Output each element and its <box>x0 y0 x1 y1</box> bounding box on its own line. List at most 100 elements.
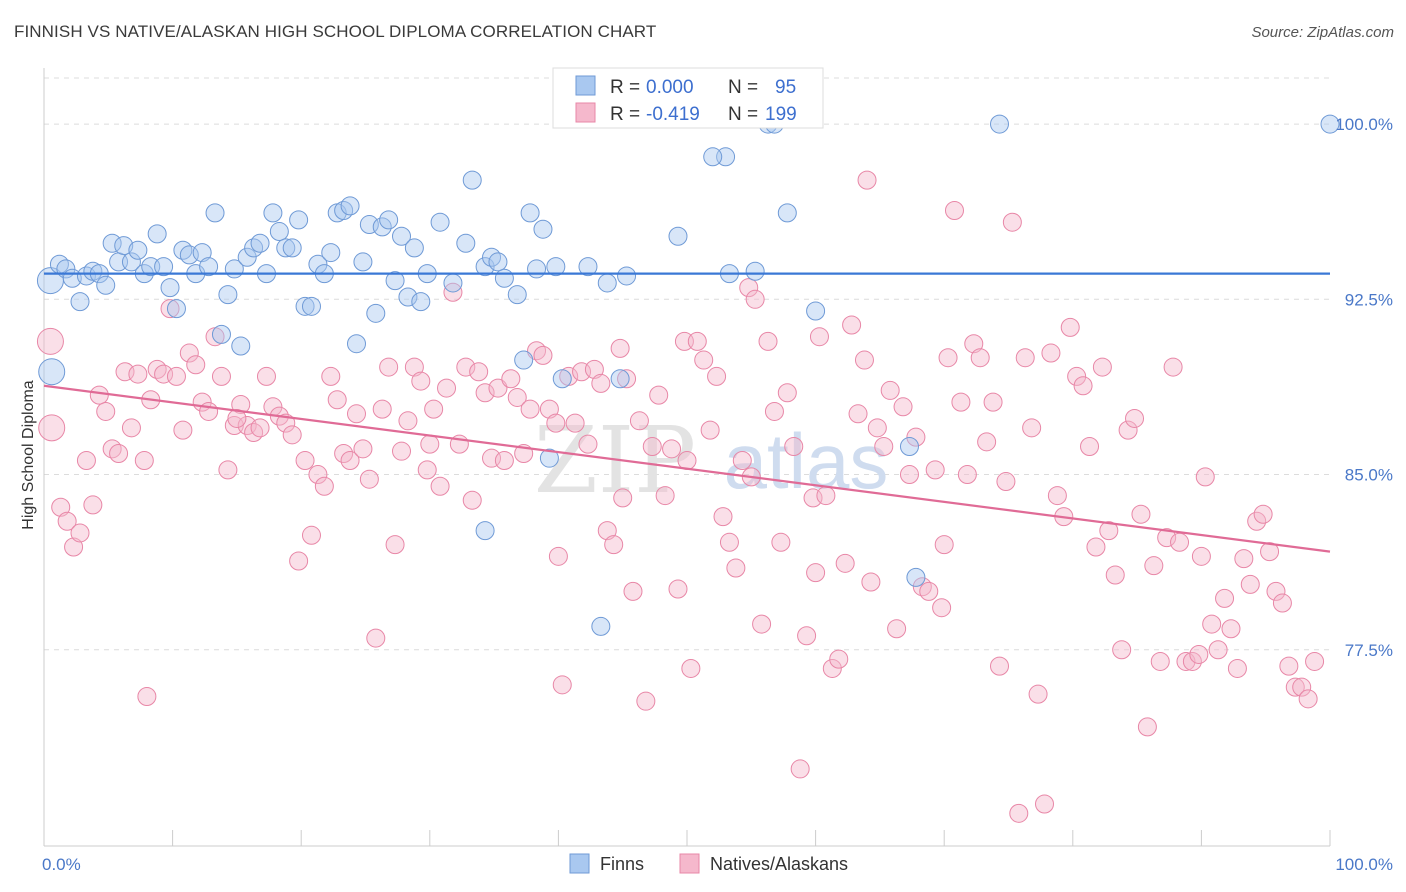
point-s1-60 <box>424 399 444 419</box>
point-s0-67 <box>494 268 514 288</box>
point-s1-142 <box>951 392 971 412</box>
point-s0-17 <box>147 224 167 244</box>
trend-line-1 <box>43 384 1331 553</box>
point-s1-154 <box>1028 684 1048 704</box>
point-s0-55 <box>392 226 412 246</box>
point-s1-34 <box>256 366 276 386</box>
point-s0-18 <box>154 257 174 277</box>
point-s1-181 <box>1202 614 1222 634</box>
point-s0-49 <box>353 252 373 272</box>
x-tick-labels: 0.0% 100.0% <box>42 855 1393 874</box>
point-s1-91 <box>623 581 643 601</box>
series-legend-label-natives: Natives/Alaskans <box>710 854 848 874</box>
point-s1-161 <box>1073 376 1093 396</box>
point-s1-190 <box>1260 542 1280 562</box>
point-s1-84 <box>578 434 598 454</box>
point-s1-62 <box>437 378 457 398</box>
point-s0-25 <box>199 257 219 277</box>
series-legend-swatch-natives <box>679 853 700 874</box>
point-s1-122 <box>822 658 842 678</box>
point-s0-68 <box>507 285 527 305</box>
point-s1-113 <box>764 401 784 421</box>
point-s1-118 <box>797 626 817 646</box>
point-s1-90 <box>617 369 637 389</box>
point-s1-78 <box>539 399 559 419</box>
point-s1-110 <box>745 289 765 309</box>
point-s0-86 <box>806 301 826 321</box>
point-s1-137 <box>919 581 939 601</box>
point-s1-1 <box>38 414 66 442</box>
point-s1-165 <box>1099 521 1119 541</box>
point-s1-61 <box>430 476 450 496</box>
point-s1-79 <box>546 413 566 433</box>
point-s1-21 <box>173 420 193 440</box>
point-s1-85 <box>584 359 604 379</box>
point-s1-133 <box>893 397 913 417</box>
legend-swatch-finns <box>575 75 596 96</box>
point-s1-54 <box>385 535 405 555</box>
point-s1-159 <box>1060 317 1080 337</box>
point-s1-160 <box>1067 366 1087 386</box>
trend-lines <box>43 272 1331 553</box>
point-s1-134 <box>899 465 919 485</box>
point-s1-8 <box>89 385 109 405</box>
point-s1-107 <box>726 558 746 578</box>
point-s1-98 <box>668 579 688 599</box>
point-s1-102 <box>694 350 714 370</box>
point-s1-77 <box>533 345 553 365</box>
point-s1-40 <box>295 451 315 471</box>
chart-title: FINNISH VS NATIVE/ALASKAN HIGH SCHOOL DI… <box>14 22 657 41</box>
point-s1-115 <box>777 383 797 403</box>
series-legend-swatch-finns <box>569 853 590 874</box>
point-s0-10 <box>102 233 122 253</box>
point-s0-58 <box>411 292 431 312</box>
point-s1-72 <box>501 369 521 389</box>
point-s1-126 <box>848 404 868 424</box>
point-s1-95 <box>649 385 669 405</box>
point-s1-141 <box>944 201 964 221</box>
y-tick-label-1: 92.5% <box>1345 290 1393 309</box>
point-s1-171 <box>1137 717 1157 737</box>
point-s1-55 <box>392 441 412 461</box>
point-s1-191 <box>1266 581 1286 601</box>
point-s1-104 <box>707 366 727 386</box>
point-s0-41 <box>301 296 321 316</box>
point-s0-88 <box>906 567 926 587</box>
point-s1-120 <box>809 327 829 347</box>
point-s1-153 <box>1022 418 1042 438</box>
point-s1-114 <box>771 532 791 552</box>
point-s0-47 <box>340 196 360 216</box>
point-s1-145 <box>970 348 990 368</box>
point-s1-68 <box>475 383 495 403</box>
point-s1-80 <box>552 675 572 695</box>
point-s1-41 <box>301 525 321 545</box>
axes <box>43 68 1331 847</box>
point-s1-164 <box>1092 357 1112 377</box>
point-s1-105 <box>713 507 733 527</box>
point-s1-82 <box>565 413 585 433</box>
point-s1-47 <box>340 451 360 471</box>
point-s1-156 <box>1041 343 1061 363</box>
point-s1-140 <box>938 348 958 368</box>
point-s1-86 <box>591 373 611 393</box>
point-s0-14 <box>128 240 148 260</box>
point-s0-12 <box>114 236 134 256</box>
point-s1-193 <box>1279 656 1299 676</box>
point-s1-121 <box>816 486 836 506</box>
legend-n-label-finns: N = <box>728 77 758 98</box>
point-s1-30 <box>231 394 251 414</box>
point-s0-90 <box>1320 114 1340 134</box>
point-s1-208 <box>548 546 568 566</box>
point-s0-63 <box>462 170 482 190</box>
point-s1-123 <box>829 649 849 669</box>
point-s0-30 <box>231 336 251 356</box>
y-axis-label: High School Diploma <box>20 380 37 530</box>
point-s1-147 <box>983 392 1003 412</box>
point-s0-26 <box>205 203 225 223</box>
point-s1-135 <box>906 427 926 447</box>
point-s1-150 <box>1002 212 1022 232</box>
legend-r-value-finns: 0.000 <box>646 77 694 98</box>
point-s1-195 <box>1292 677 1312 697</box>
point-s1-130 <box>874 437 894 457</box>
point-s1-207 <box>806 563 826 583</box>
